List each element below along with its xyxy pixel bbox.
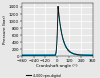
Legend: 4,000 rpm-digital, 4,000 rpm-experimental: 4,000 rpm-digital, 4,000 rpm-experimenta…	[26, 74, 72, 78]
X-axis label: Crankshaft angle (°): Crankshaft angle (°)	[36, 64, 78, 68]
Y-axis label: Pressure (bar): Pressure (bar)	[4, 15, 8, 44]
